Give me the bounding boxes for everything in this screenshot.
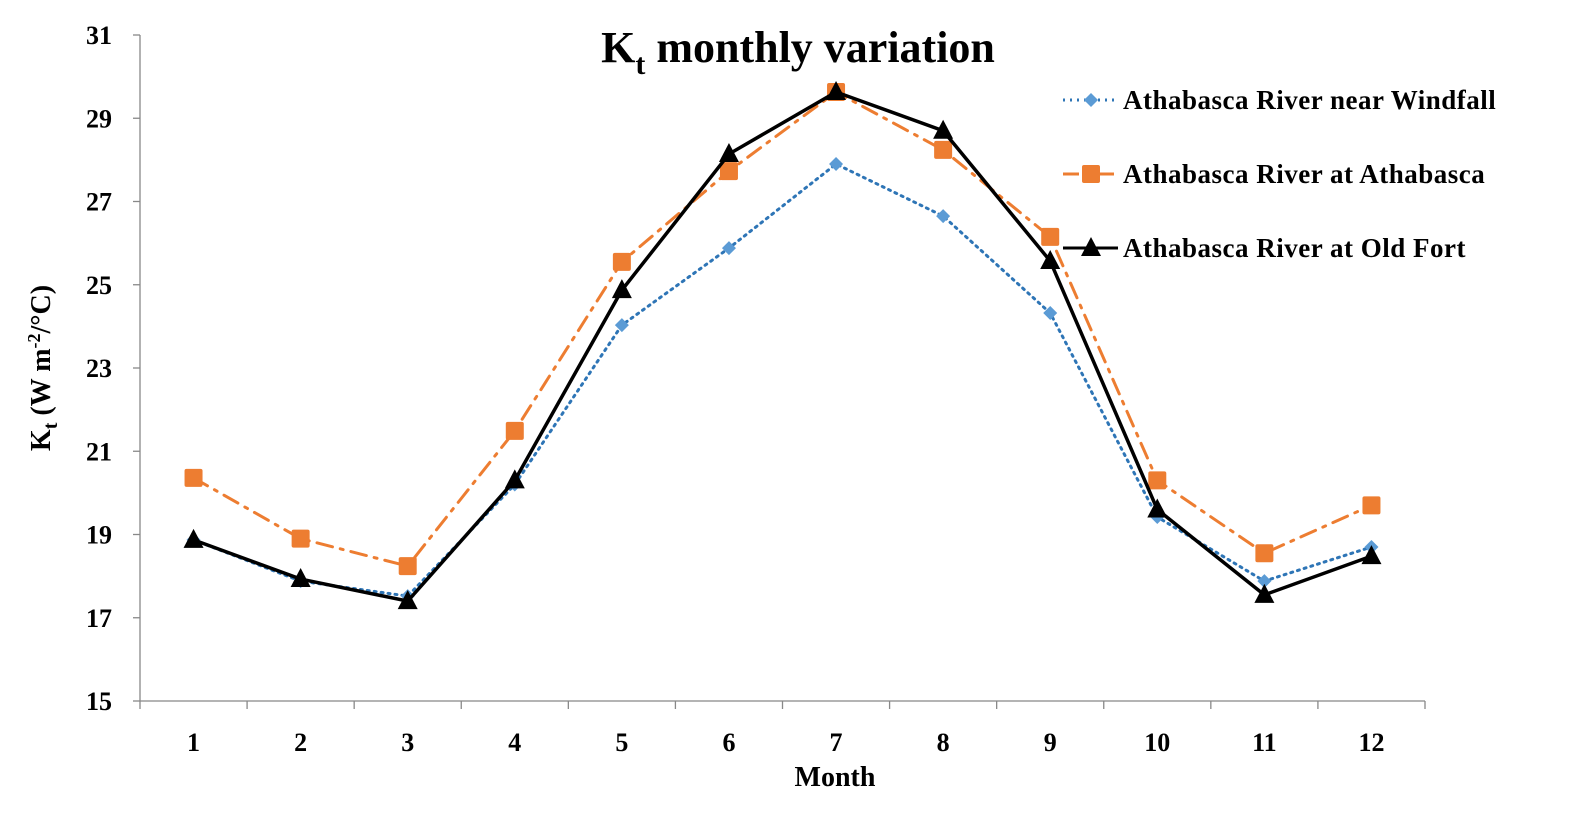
- square-marker: [719, 162, 738, 181]
- y-axis-label: Kt (W m-2/°C): [24, 285, 62, 451]
- square-marker: [505, 421, 524, 440]
- square-marker: [1362, 496, 1381, 515]
- triangle-marker: [1254, 583, 1275, 603]
- square-marker: [612, 252, 631, 271]
- triangle-marker: [290, 568, 311, 588]
- series-group: [183, 81, 1382, 610]
- triangle-marker: [183, 528, 204, 548]
- triangle-marker: [1081, 237, 1101, 256]
- x-tick-label: 12: [1358, 728, 1384, 757]
- series-line: [192, 162, 1373, 598]
- chart-title: Kt monthly variation: [601, 23, 995, 81]
- triangle-marker: [933, 119, 954, 139]
- diamond-marker: [721, 241, 736, 256]
- triangle-marker: [1040, 250, 1061, 270]
- triangle-marker: [718, 143, 739, 163]
- diamond-marker: [1257, 574, 1272, 589]
- triangle-marker: [397, 590, 418, 610]
- triangle-marker: [826, 81, 847, 101]
- y-tick-label: 17: [86, 604, 112, 633]
- triangle-marker: [504, 469, 525, 489]
- series-diamond: [186, 157, 1379, 604]
- square-marker: [1082, 165, 1100, 183]
- legend-label: Athabasca River at Old Fort: [1123, 233, 1466, 263]
- x-tick-label: 4: [508, 728, 521, 757]
- square-marker: [291, 529, 310, 548]
- x-tick-label: 1: [187, 728, 200, 757]
- legend-item: Athabasca River at Athabasca: [1063, 159, 1485, 189]
- square-marker: [1041, 227, 1060, 246]
- x-tick-label: 9: [1044, 728, 1057, 757]
- legend-item: Athabasca River near Windfall: [1063, 85, 1496, 115]
- y-tick-label: 27: [86, 188, 112, 217]
- x-tick-label: 10: [1144, 728, 1170, 757]
- x-tick-label: 6: [722, 728, 735, 757]
- diamond-marker: [614, 318, 629, 333]
- x-tick-label: 8: [937, 728, 950, 757]
- y-tick-label: 19: [86, 521, 112, 550]
- x-tick-label: 7: [830, 728, 843, 757]
- diamond-marker: [936, 209, 951, 224]
- y-tick-label: 21: [86, 437, 112, 466]
- square-marker: [1148, 471, 1167, 490]
- square-marker: [1255, 544, 1274, 563]
- series-line: [191, 90, 1374, 604]
- legend: Athabasca River near Windfall Athabasca R…: [1063, 85, 1496, 263]
- series-line: [192, 90, 1373, 568]
- x-axis-label: Month: [795, 762, 876, 793]
- legend-label: Athabasca River at Athabasca: [1123, 159, 1485, 189]
- square-marker: [184, 468, 203, 487]
- series-square: [184, 83, 1381, 576]
- legend-label: Athabasca River near Windfall: [1123, 85, 1496, 115]
- y-tick-label: 25: [86, 271, 112, 300]
- y-tick-label: 31: [86, 21, 112, 50]
- y-tick-label: 23: [86, 354, 112, 383]
- triangle-marker: [611, 279, 632, 299]
- triangle-marker: [1147, 498, 1168, 518]
- y-tick-label: 15: [86, 687, 112, 716]
- x-tick-label: 11: [1252, 728, 1277, 757]
- triangle-marker: [1361, 545, 1382, 565]
- x-tick-label: 5: [615, 728, 628, 757]
- y-tick-label: 29: [86, 104, 112, 133]
- legend-item: Athabasca River at Old Fort: [1063, 233, 1466, 263]
- diamond-marker: [829, 157, 844, 172]
- x-tick-label: 2: [294, 728, 307, 757]
- x-tick-label: 3: [401, 728, 414, 757]
- diamond-marker: [1084, 93, 1098, 107]
- series-triangle: [183, 81, 1382, 610]
- square-marker: [398, 557, 417, 576]
- diamond-marker: [1043, 306, 1058, 321]
- square-marker: [934, 140, 953, 159]
